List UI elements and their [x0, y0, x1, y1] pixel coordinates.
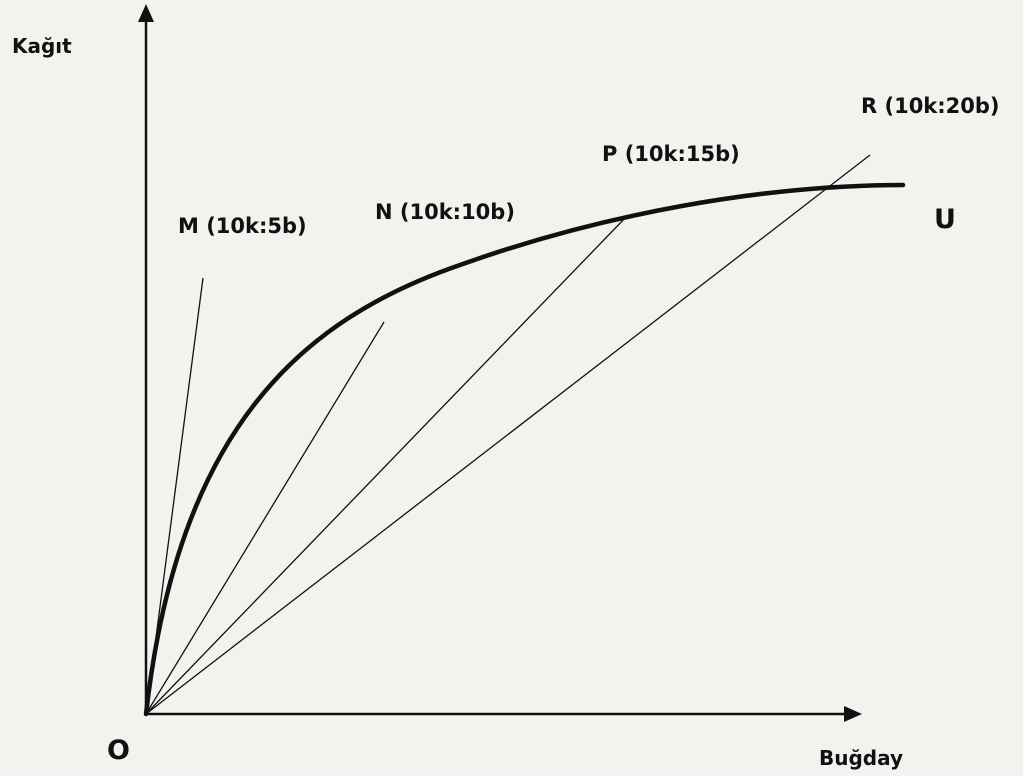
- origin-label: O: [107, 735, 130, 766]
- ray-p-label: P (10k:15b): [602, 142, 740, 166]
- x-axis-label: Buğday: [819, 746, 904, 770]
- ray-r-line: [145, 154, 871, 715]
- y-axis-arrowhead: [138, 4, 154, 22]
- ray-p-line: [145, 215, 628, 715]
- x-axis-arrowhead: [844, 706, 862, 722]
- curve-u: [143, 182, 906, 717]
- curve-u-label: U: [934, 204, 956, 235]
- ray-n-line: [145, 321, 385, 715]
- ray-r-label: R (10k:20b): [861, 94, 1000, 118]
- y-axis-label: Kağıt: [12, 34, 72, 58]
- ray-m-label: M (10k:5b): [178, 214, 307, 238]
- ray-n-label: N (10k:10b): [375, 200, 515, 224]
